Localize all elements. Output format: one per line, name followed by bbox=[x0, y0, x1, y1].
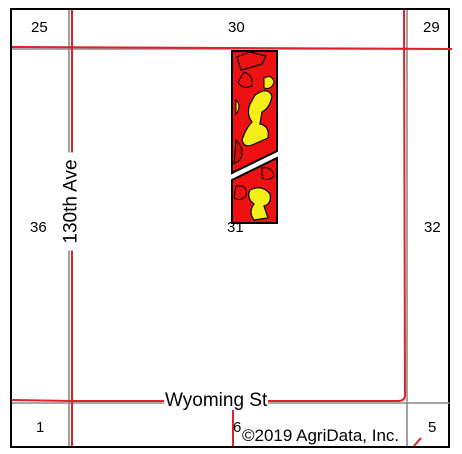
section-label-1: 1 bbox=[36, 419, 45, 436]
road-label-wyoming-st: Wyoming St bbox=[164, 390, 269, 411]
section-label-30: 30 bbox=[228, 19, 245, 36]
road-bottom-left bbox=[11, 399, 73, 402]
road-bottom-right bbox=[413, 437, 422, 447]
soil-zone-c bbox=[237, 71, 253, 88]
soil-zone-b bbox=[233, 138, 243, 165]
soil-zone-yellow-1 bbox=[241, 90, 273, 147]
section-label-29: 29 bbox=[423, 19, 440, 36]
field-parcel bbox=[231, 50, 278, 224]
soil-zone-yellow-4 bbox=[248, 187, 271, 221]
road-label-130th-ave: 130th Ave bbox=[61, 152, 82, 251]
soil-zone-yellow-3 bbox=[263, 76, 275, 89]
copyright-notice: ©2019 AgriData, Inc. bbox=[242, 426, 400, 445]
soil-zone-yellow-2 bbox=[235, 98, 240, 116]
soil-zone-d bbox=[233, 185, 247, 201]
map-frame bbox=[10, 8, 450, 448]
soil-zone-e bbox=[261, 167, 275, 181]
road-top bbox=[11, 46, 453, 50]
section-label-5: 5 bbox=[428, 419, 437, 436]
road-wyoming-st bbox=[72, 9, 407, 402]
section-label-31: 31 bbox=[227, 219, 244, 236]
section-label-25: 25 bbox=[31, 19, 48, 36]
section-label-36: 36 bbox=[30, 219, 47, 236]
section-label-32: 32 bbox=[424, 219, 441, 236]
soil-zone-a bbox=[236, 51, 267, 71]
section-label-6: 6 bbox=[233, 419, 242, 436]
